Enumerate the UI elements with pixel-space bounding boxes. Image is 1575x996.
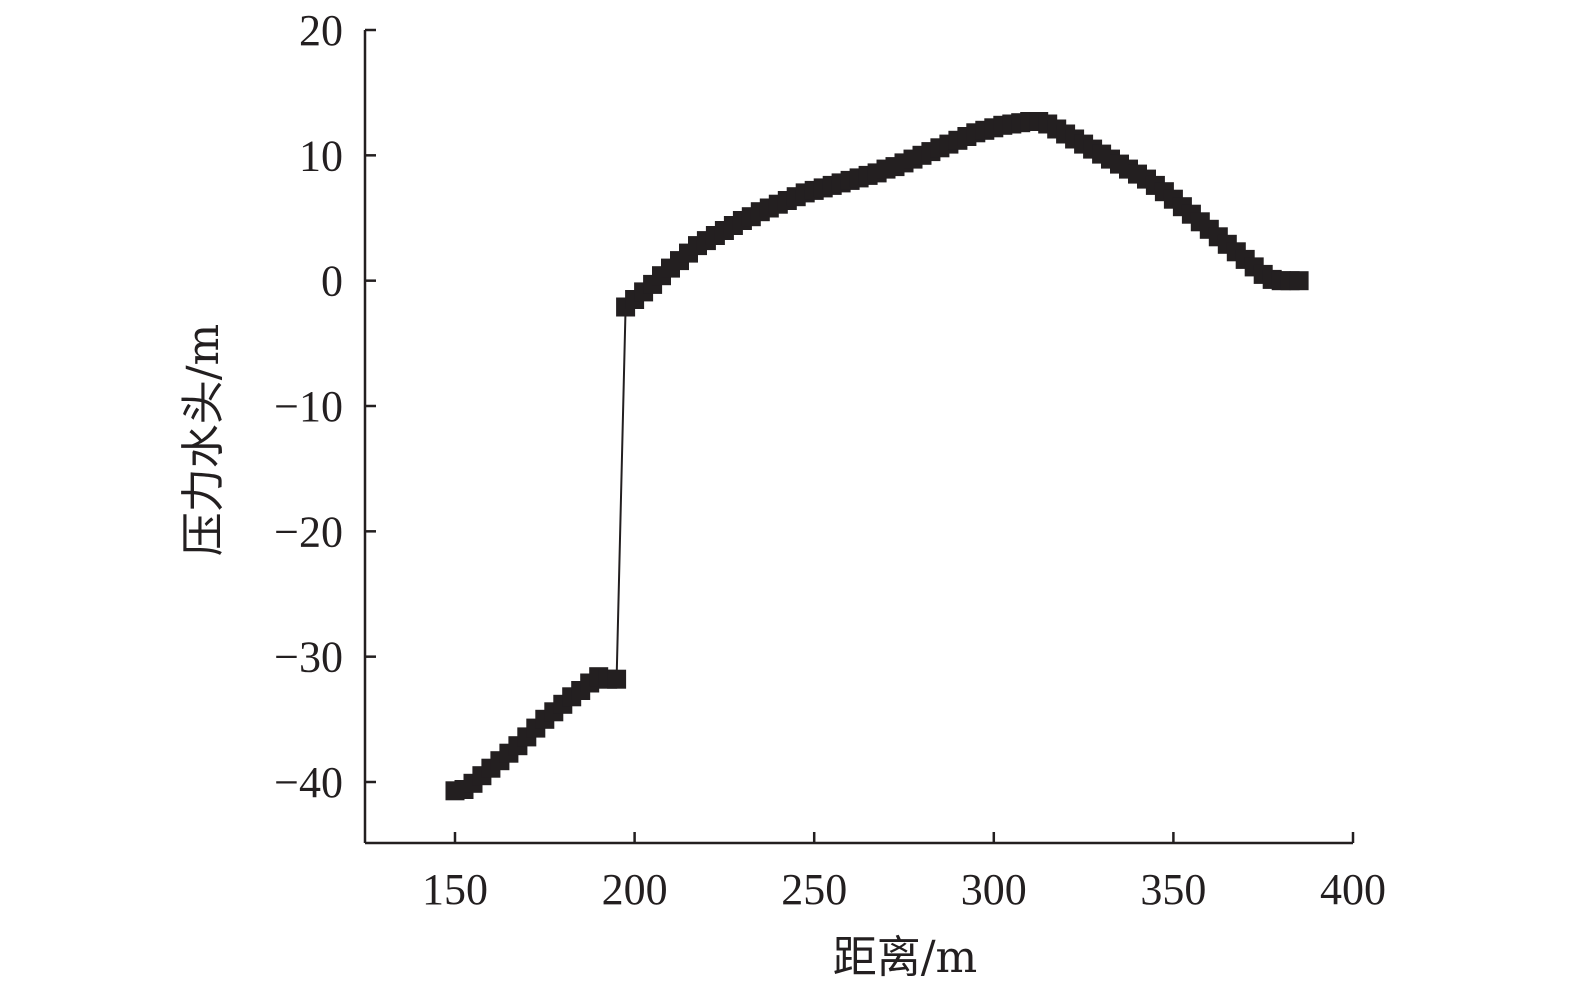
y-tick-label: −20 (274, 507, 343, 556)
y-tick-label: −40 (274, 758, 343, 807)
x-tick-label: 300 (961, 865, 1027, 914)
x-axis: 150 200 250 300 350 400 (365, 832, 1386, 914)
y-tick-label: 0 (321, 257, 343, 306)
y-axis-title: 压力水头/m (178, 324, 229, 557)
x-tick-label: 350 (1140, 865, 1206, 914)
x-tick-label: 250 (781, 865, 847, 914)
x-axis-title: 距离/m (833, 932, 978, 983)
series-markers (445, 112, 1309, 801)
data-point (607, 669, 627, 689)
x-tick-label: 150 (422, 865, 488, 914)
plot-area (445, 112, 1309, 801)
y-tick-label: 20 (299, 6, 343, 55)
y-tick-label: −10 (274, 382, 343, 431)
y-tick-label: −30 (274, 633, 343, 682)
x-tick-label: 200 (602, 865, 668, 914)
data-point (1289, 271, 1309, 291)
x-tick-label: 400 (1320, 865, 1386, 914)
y-axis: −40 −30 −20 −10 0 10 20 (274, 6, 376, 843)
y-tick-label: 10 (299, 131, 343, 180)
